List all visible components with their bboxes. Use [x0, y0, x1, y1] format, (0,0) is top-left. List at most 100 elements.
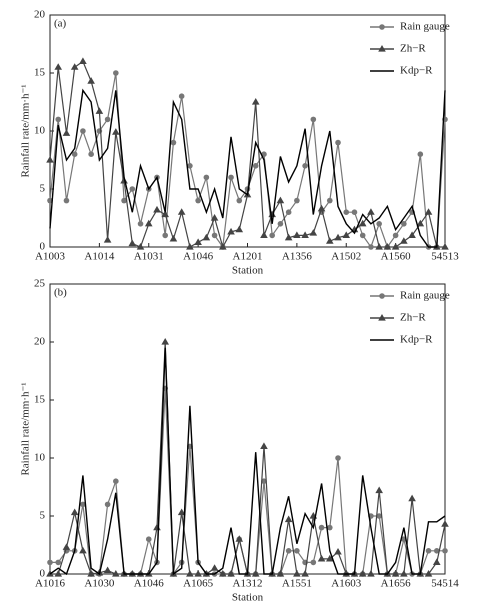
point-marker [62, 129, 71, 136]
point-marker [210, 564, 219, 571]
point-marker [170, 139, 177, 146]
point-marker [79, 546, 87, 554]
point-marker [169, 234, 178, 242]
point-marker [87, 77, 95, 84]
point-marker [235, 535, 244, 542]
point-marker [161, 338, 170, 345]
point-marker [302, 163, 308, 169]
point-marker [417, 151, 424, 157]
point-marker [95, 107, 104, 114]
point-marker [80, 128, 86, 134]
series-line [50, 388, 445, 576]
point-marker [268, 210, 276, 218]
point-marker [87, 570, 95, 577]
point-marker [376, 221, 382, 227]
point-marker [104, 116, 111, 123]
x-tick-label: A1312 [233, 578, 263, 590]
point-marker [251, 98, 260, 105]
legend-label: Rain gauge [400, 290, 450, 302]
point-marker [145, 536, 152, 542]
legend-label: Kdp−R [400, 65, 433, 77]
point-marker [424, 208, 433, 215]
point-marker [260, 442, 268, 449]
point-marker [391, 243, 400, 250]
point-marker [70, 63, 79, 70]
point-marker [54, 570, 63, 577]
point-marker [400, 237, 408, 244]
x-axis-label: Station [232, 592, 264, 604]
y-tick-label: 5 [40, 183, 46, 195]
point-marker [326, 197, 333, 204]
point-marker [194, 238, 202, 245]
y-tick-label: 20 [34, 336, 46, 348]
x-tick-label: A1065 [183, 578, 213, 590]
point-marker [442, 548, 448, 554]
series-line [49, 60, 445, 249]
point-marker [211, 232, 218, 239]
y-axis-label: Rainfall rate/mm·h⁻¹ [20, 84, 32, 177]
point-marker [378, 314, 386, 321]
point-marker [318, 524, 325, 531]
point-marker [128, 239, 137, 247]
y-tick-label: 15 [34, 394, 46, 406]
point-marker [343, 209, 350, 215]
point-marker [113, 70, 119, 76]
point-marker [276, 570, 285, 577]
x-tick-label: A1031 [134, 251, 164, 263]
point-marker [260, 231, 268, 238]
x-tick-label: A1656 [381, 578, 411, 590]
point-marker [424, 570, 433, 577]
point-marker [55, 559, 62, 566]
point-marker [317, 204, 326, 212]
point-marker [441, 520, 449, 527]
point-marker [261, 478, 267, 485]
point-marker [335, 455, 341, 461]
x-tick-label: A1502 [331, 251, 361, 263]
point-marker [162, 232, 169, 239]
point-marker [227, 570, 235, 577]
point-marker [195, 197, 201, 204]
y-tick-label: 10 [34, 452, 46, 464]
point-marker [334, 547, 342, 555]
point-marker [236, 197, 243, 204]
point-marker [441, 243, 449, 250]
point-marker [285, 548, 292, 554]
point-marker [235, 225, 244, 233]
point-marker [433, 548, 440, 554]
x-tick-label: A1030 [84, 578, 114, 590]
point-marker [284, 233, 293, 241]
y-axis-label: Rainfall rate/mm·h⁻¹ [20, 382, 32, 475]
point-marker [309, 229, 318, 236]
series-line [50, 341, 446, 575]
y-tick-label: 20 [34, 9, 46, 21]
point-marker [63, 197, 70, 204]
point-marker [335, 139, 341, 146]
x-tick-label: A1201 [233, 251, 263, 263]
point-marker [276, 196, 285, 204]
point-marker [269, 232, 275, 239]
point-marker [227, 227, 235, 235]
x-tick-label: A1560 [381, 251, 411, 263]
y-tick-label: 0 [40, 568, 46, 580]
series-line [49, 347, 446, 576]
point-marker [359, 232, 366, 239]
point-marker [285, 209, 292, 215]
point-marker [80, 501, 86, 508]
point-marker [293, 231, 301, 238]
legend-label: Rain gauge [400, 21, 450, 33]
point-marker [113, 478, 119, 485]
point-marker [55, 116, 62, 123]
point-marker [203, 174, 210, 181]
point-marker [294, 197, 300, 204]
point-marker [351, 209, 358, 215]
point-marker [277, 221, 284, 227]
point-marker [383, 243, 392, 250]
x-tick-label: 54514 [431, 578, 459, 590]
x-tick-label: 54513 [431, 251, 459, 263]
point-marker [153, 523, 161, 531]
point-marker [252, 163, 259, 169]
legend-label: Zh−R [400, 312, 426, 324]
point-marker [284, 515, 293, 523]
point-marker [177, 208, 186, 215]
